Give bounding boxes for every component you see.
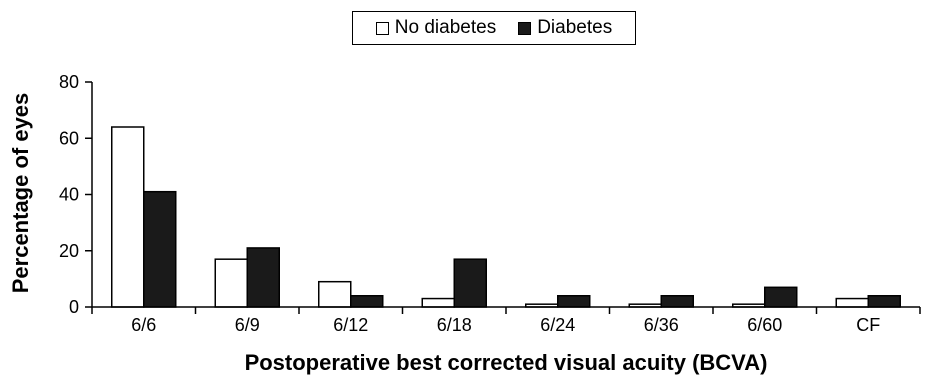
x-tick-label: 6/24 [540,315,575,335]
bar-diabetes-6-18 [453,258,487,308]
y-tick-label: 40 [59,185,79,205]
bar-diabetes-6-12 [350,295,384,308]
y-tick-label: 80 [59,72,79,92]
bar-diabetes-6-6 [143,190,177,308]
legend: No diabetes Diabetes [352,11,636,45]
legend-swatch-no-diabetes [375,21,389,35]
legend-item-no-diabetes: No diabetes [375,17,497,39]
y-tick-label: 0 [69,297,79,317]
bar-diabetes-6-60 [764,286,798,308]
x-tick-label: 6/60 [747,315,782,335]
y-tick-label: 20 [59,241,79,261]
bar-no-diabetes-6-18 [421,297,455,308]
y-axis-title: Percentage of eyes [8,93,33,294]
bar-diabetes-CF [867,295,901,308]
x-tick-label: 6/6 [131,315,156,335]
x-tick-label: 6/12 [333,315,368,335]
x-tick-label: 6/36 [644,315,679,335]
bar-diabetes-6-36 [660,295,694,308]
legend-item-diabetes: Diabetes [518,17,612,39]
bar-no-diabetes-6-6 [111,126,145,308]
x-tick-label: 6/9 [235,315,260,335]
bar-diabetes-6-9 [246,247,280,308]
bar-diabetes-6-24 [557,295,591,308]
axes-group [85,81,921,314]
x-tick-labels: 6/6 6/9 6/12 6/18 6/24 6/36 6/60 CF [131,315,880,335]
legend-label-no-diabetes: No diabetes [394,17,497,38]
x-tick-label: 6/18 [437,315,472,335]
legend-swatch-diabetes [518,21,532,35]
x-tick-label: CF [856,315,880,335]
bar-no-diabetes-6-12 [318,280,352,308]
bar-no-diabetes-6-9 [214,258,248,308]
y-tick-labels: 0 20 40 60 80 [59,72,79,317]
x-axis-title: Postoperative best corrected visual acui… [245,350,768,375]
bars-group [111,126,901,308]
bar-no-diabetes-CF [835,297,869,308]
y-tick-label: 60 [59,128,79,148]
legend-label-diabetes: Diabetes [537,17,613,38]
